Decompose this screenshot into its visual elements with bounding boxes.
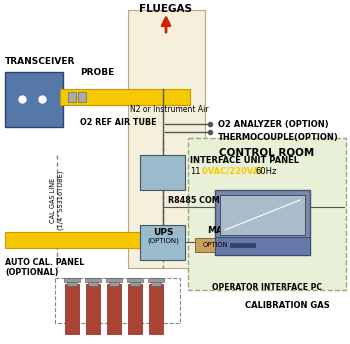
Text: R8485 COMMUNICATION LINE: R8485 COMMUNICATION LINE: [168, 196, 301, 205]
Bar: [188, 138, 346, 290]
Bar: [151, 278, 161, 286]
Text: UPS: UPS: [153, 228, 173, 237]
Bar: [107, 284, 121, 334]
Bar: [230, 243, 255, 247]
Bar: [88, 278, 98, 286]
Text: O2 ANALYZER (OPTION): O2 ANALYZER (OPTION): [218, 120, 329, 129]
Text: O2 REF AIR TUBE: O2 REF AIR TUBE: [80, 118, 156, 127]
Bar: [127, 278, 143, 282]
Bar: [85, 278, 101, 282]
Text: MAIN: MAIN: [207, 226, 234, 235]
Text: CONTROL ROOM: CONTROL ROOM: [219, 148, 315, 158]
Bar: [148, 278, 164, 282]
Text: 0VAC/220VAC: 0VAC/220VAC: [202, 167, 268, 176]
Text: FLUEGAS: FLUEGAS: [140, 4, 192, 14]
Bar: [220, 195, 305, 235]
Bar: [215, 237, 310, 255]
Text: CALIBRATION GAS: CALIBRATION GAS: [245, 301, 330, 311]
Bar: [149, 284, 163, 334]
Bar: [78, 92, 86, 102]
Bar: [55, 278, 180, 323]
Bar: [128, 284, 142, 334]
Bar: [68, 92, 76, 102]
Bar: [128, 10, 205, 268]
Text: (OPTIONAL): (OPTIONAL): [5, 268, 58, 277]
Text: AUTO CAL. PANEL: AUTO CAL. PANEL: [5, 258, 84, 267]
Bar: [215, 190, 310, 255]
Bar: [109, 278, 119, 286]
Bar: [67, 278, 77, 286]
Bar: [60, 89, 190, 105]
Bar: [5, 232, 140, 248]
Text: INTERFACE UNIT PANEL: INTERFACE UNIT PANEL: [190, 156, 299, 165]
Text: CAL GAS LINE
(1/4" SS316TUBE): CAL GAS LINE (1/4" SS316TUBE): [50, 170, 64, 230]
Bar: [5, 72, 63, 127]
Text: PROBE: PROBE: [80, 68, 114, 77]
Text: (ACI 10V1220V): (ACI 10V1220V): [207, 237, 262, 244]
Text: TRANSCEIVER: TRANSCEIVER: [5, 57, 75, 66]
Bar: [86, 284, 100, 334]
Bar: [140, 155, 185, 190]
Bar: [64, 278, 80, 282]
Bar: [106, 278, 122, 282]
Text: OPERATOR INTERFACE PC: OPERATOR INTERFACE PC: [212, 283, 322, 292]
Text: THERMOCOUPLE(OPTION): THERMOCOUPLE(OPTION): [218, 133, 339, 142]
Bar: [195, 238, 235, 252]
Bar: [65, 284, 79, 334]
Text: 11: 11: [190, 167, 201, 176]
Bar: [140, 225, 185, 260]
Text: 60Hz: 60Hz: [255, 167, 276, 176]
Bar: [130, 278, 140, 286]
Text: (OPTION): (OPTION): [147, 238, 179, 245]
Text: OPTION: OPTION: [202, 242, 228, 248]
Text: N2 or Instrument Air: N2 or Instrument Air: [130, 105, 209, 114]
